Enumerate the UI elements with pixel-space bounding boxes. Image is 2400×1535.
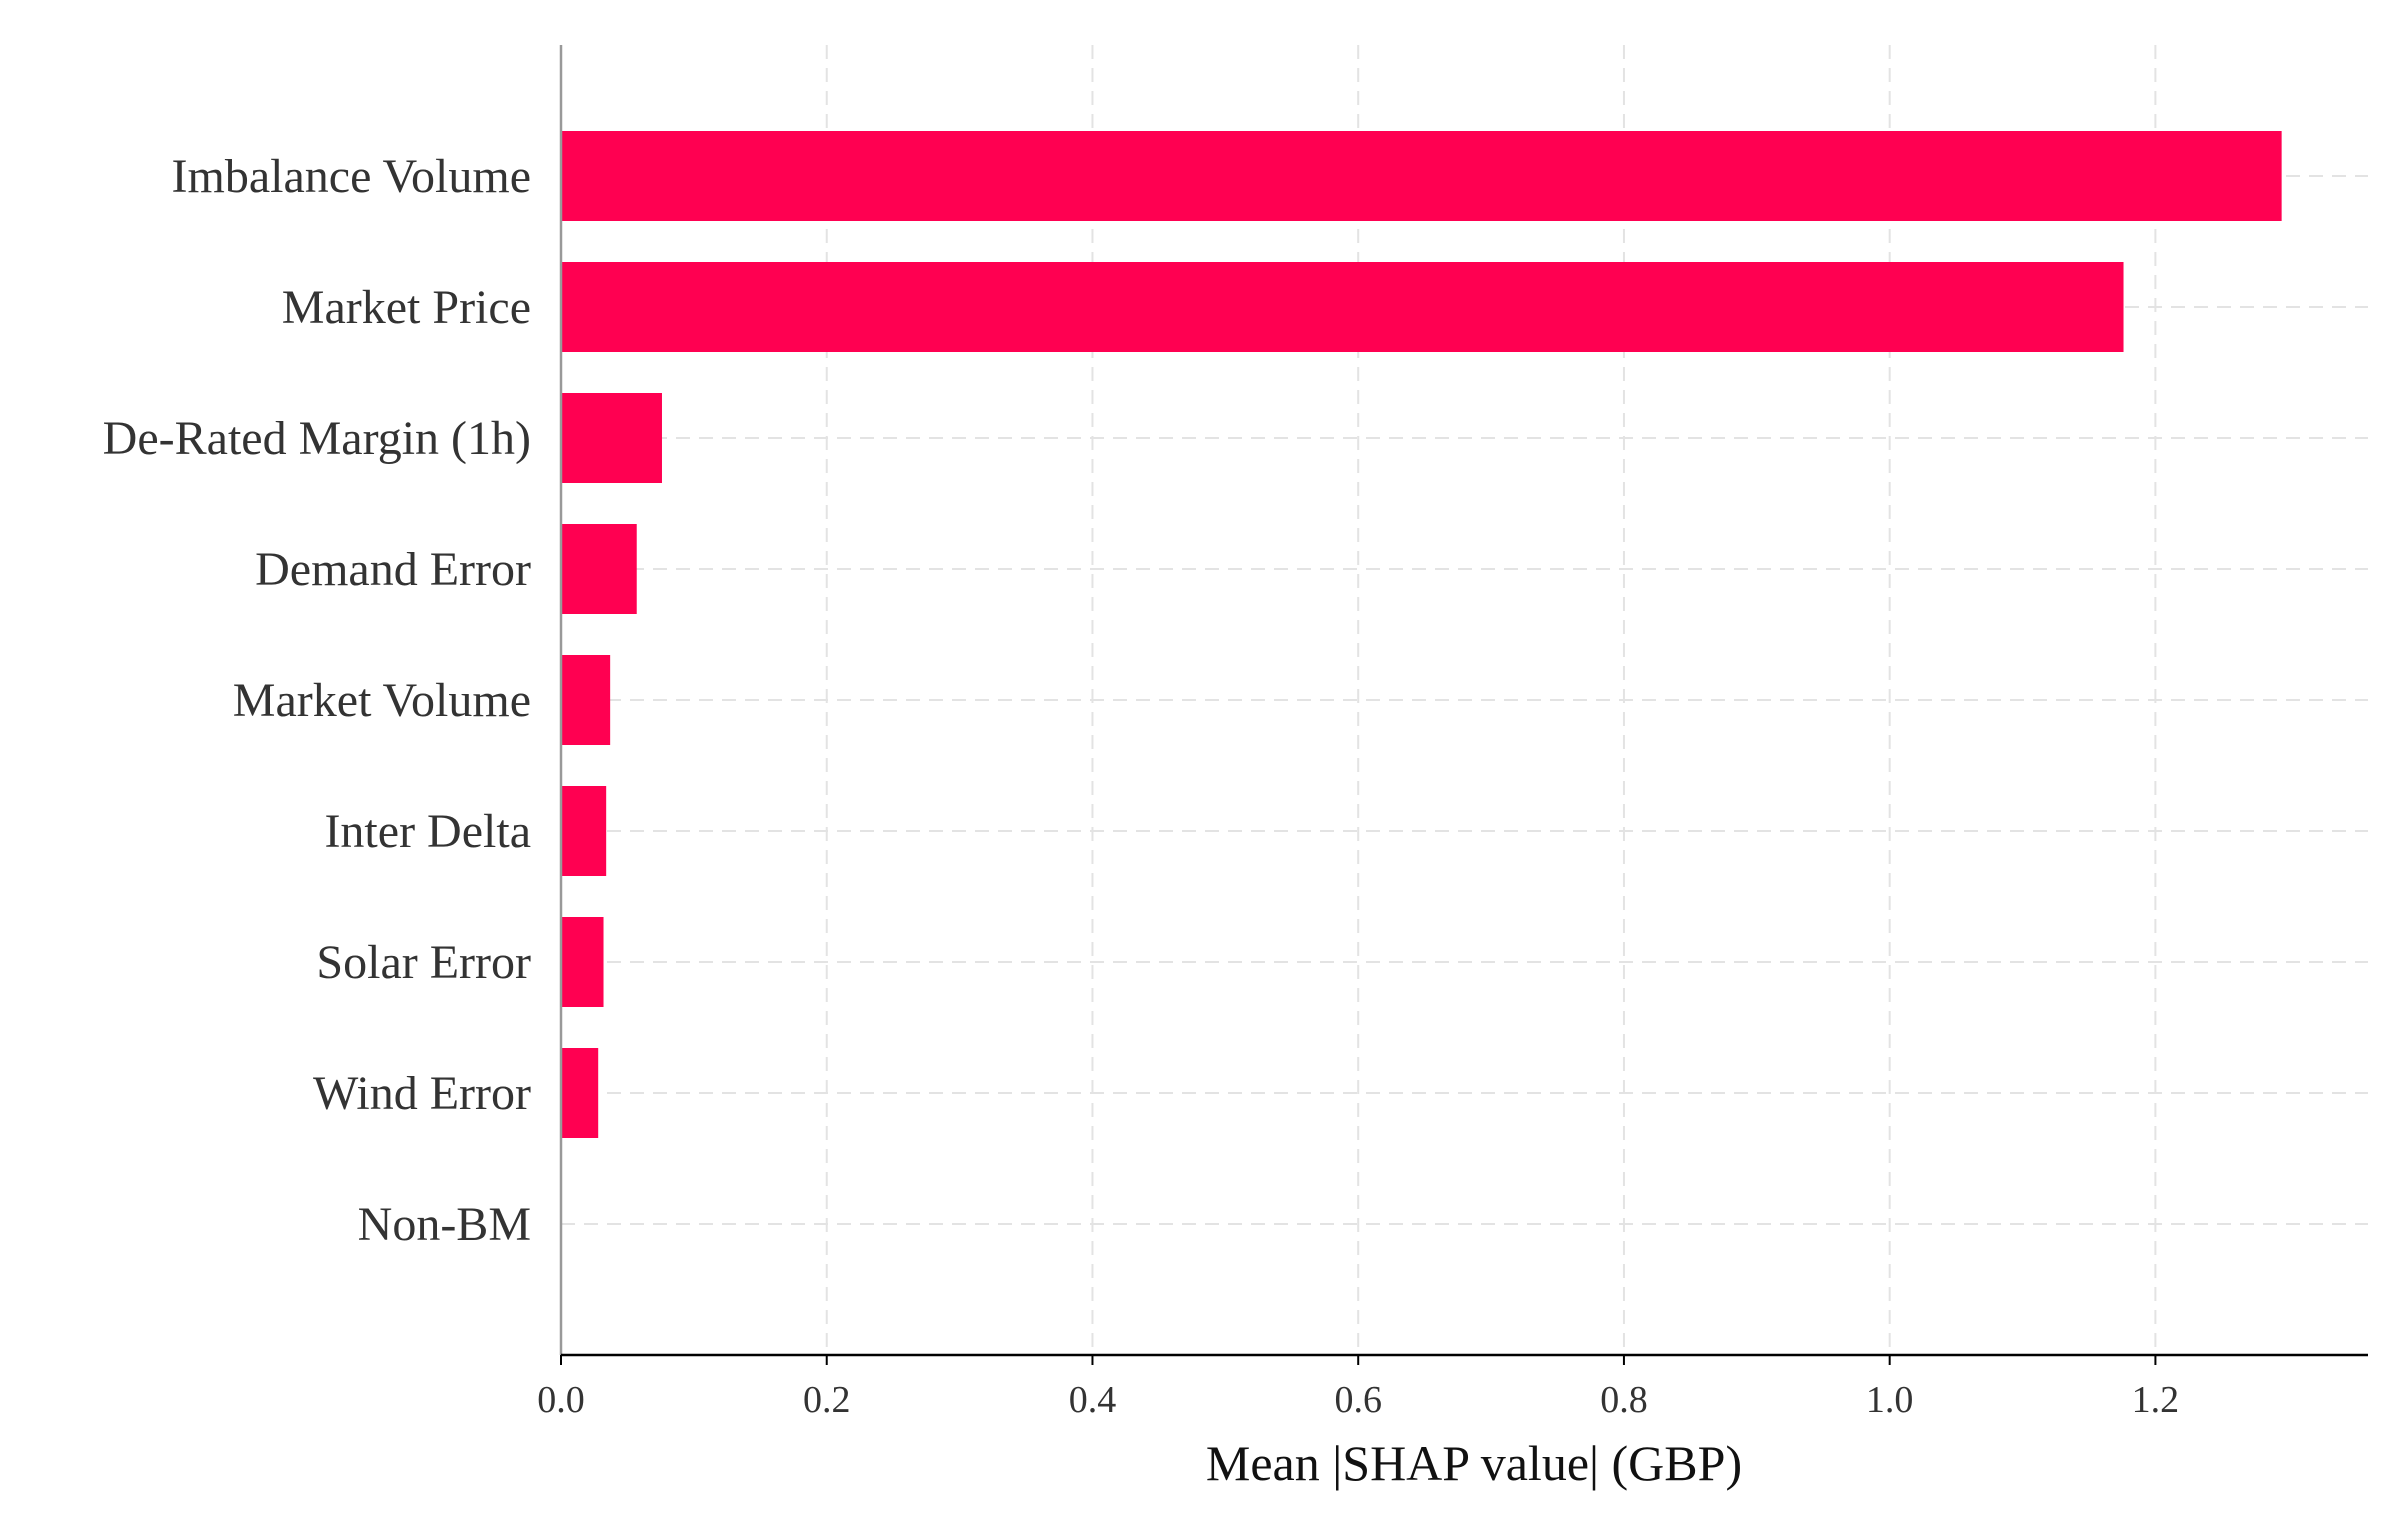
category-label: Non-BM <box>358 1198 531 1251</box>
grid-layer <box>561 45 2368 1355</box>
category-label: De-Rated Margin (1h) <box>103 412 531 465</box>
category-label: Demand Error <box>255 543 531 596</box>
category-label: Wind Error <box>313 1067 531 1120</box>
x-tick-label: 1.2 <box>2132 1379 2180 1421</box>
x-tick-label: 0.8 <box>1600 1379 1648 1421</box>
x-tick-label: 0.2 <box>803 1379 851 1421</box>
x-tick-label: 0.4 <box>1069 1379 1117 1421</box>
category-label: Solar Error <box>316 936 531 989</box>
bar-de-rated-margin-1h <box>561 393 662 483</box>
bar-market-price <box>561 262 2124 352</box>
category-label: Market Price <box>282 281 531 334</box>
bar-solar-error <box>561 917 604 1007</box>
axis-layer <box>559 45 2368 1365</box>
x-axis-title: Mean |SHAP value| (GBP) <box>1206 1435 1742 1491</box>
bar-demand-error <box>561 524 637 614</box>
bar-wind-error <box>561 1048 599 1138</box>
x-tick-label: 1.0 <box>1866 1379 1914 1421</box>
category-label: Imbalance Volume <box>172 150 531 203</box>
x-tick-label: 0.0 <box>537 1379 585 1421</box>
x-tick-label: 0.6 <box>1334 1379 1382 1421</box>
bar-market-volume <box>561 655 611 745</box>
category-label: Inter Delta <box>324 805 531 858</box>
label-layer: 0.0 0.2 0.4 0.6 0.8 1.0 1.2 Imbalance Volume Mar… <box>103 150 2179 1421</box>
category-label: Market Volume <box>233 674 531 727</box>
bar-imbalance-volume <box>561 131 2282 221</box>
bar-inter-delta <box>561 786 607 876</box>
bar-layer <box>561 131 2282 1138</box>
